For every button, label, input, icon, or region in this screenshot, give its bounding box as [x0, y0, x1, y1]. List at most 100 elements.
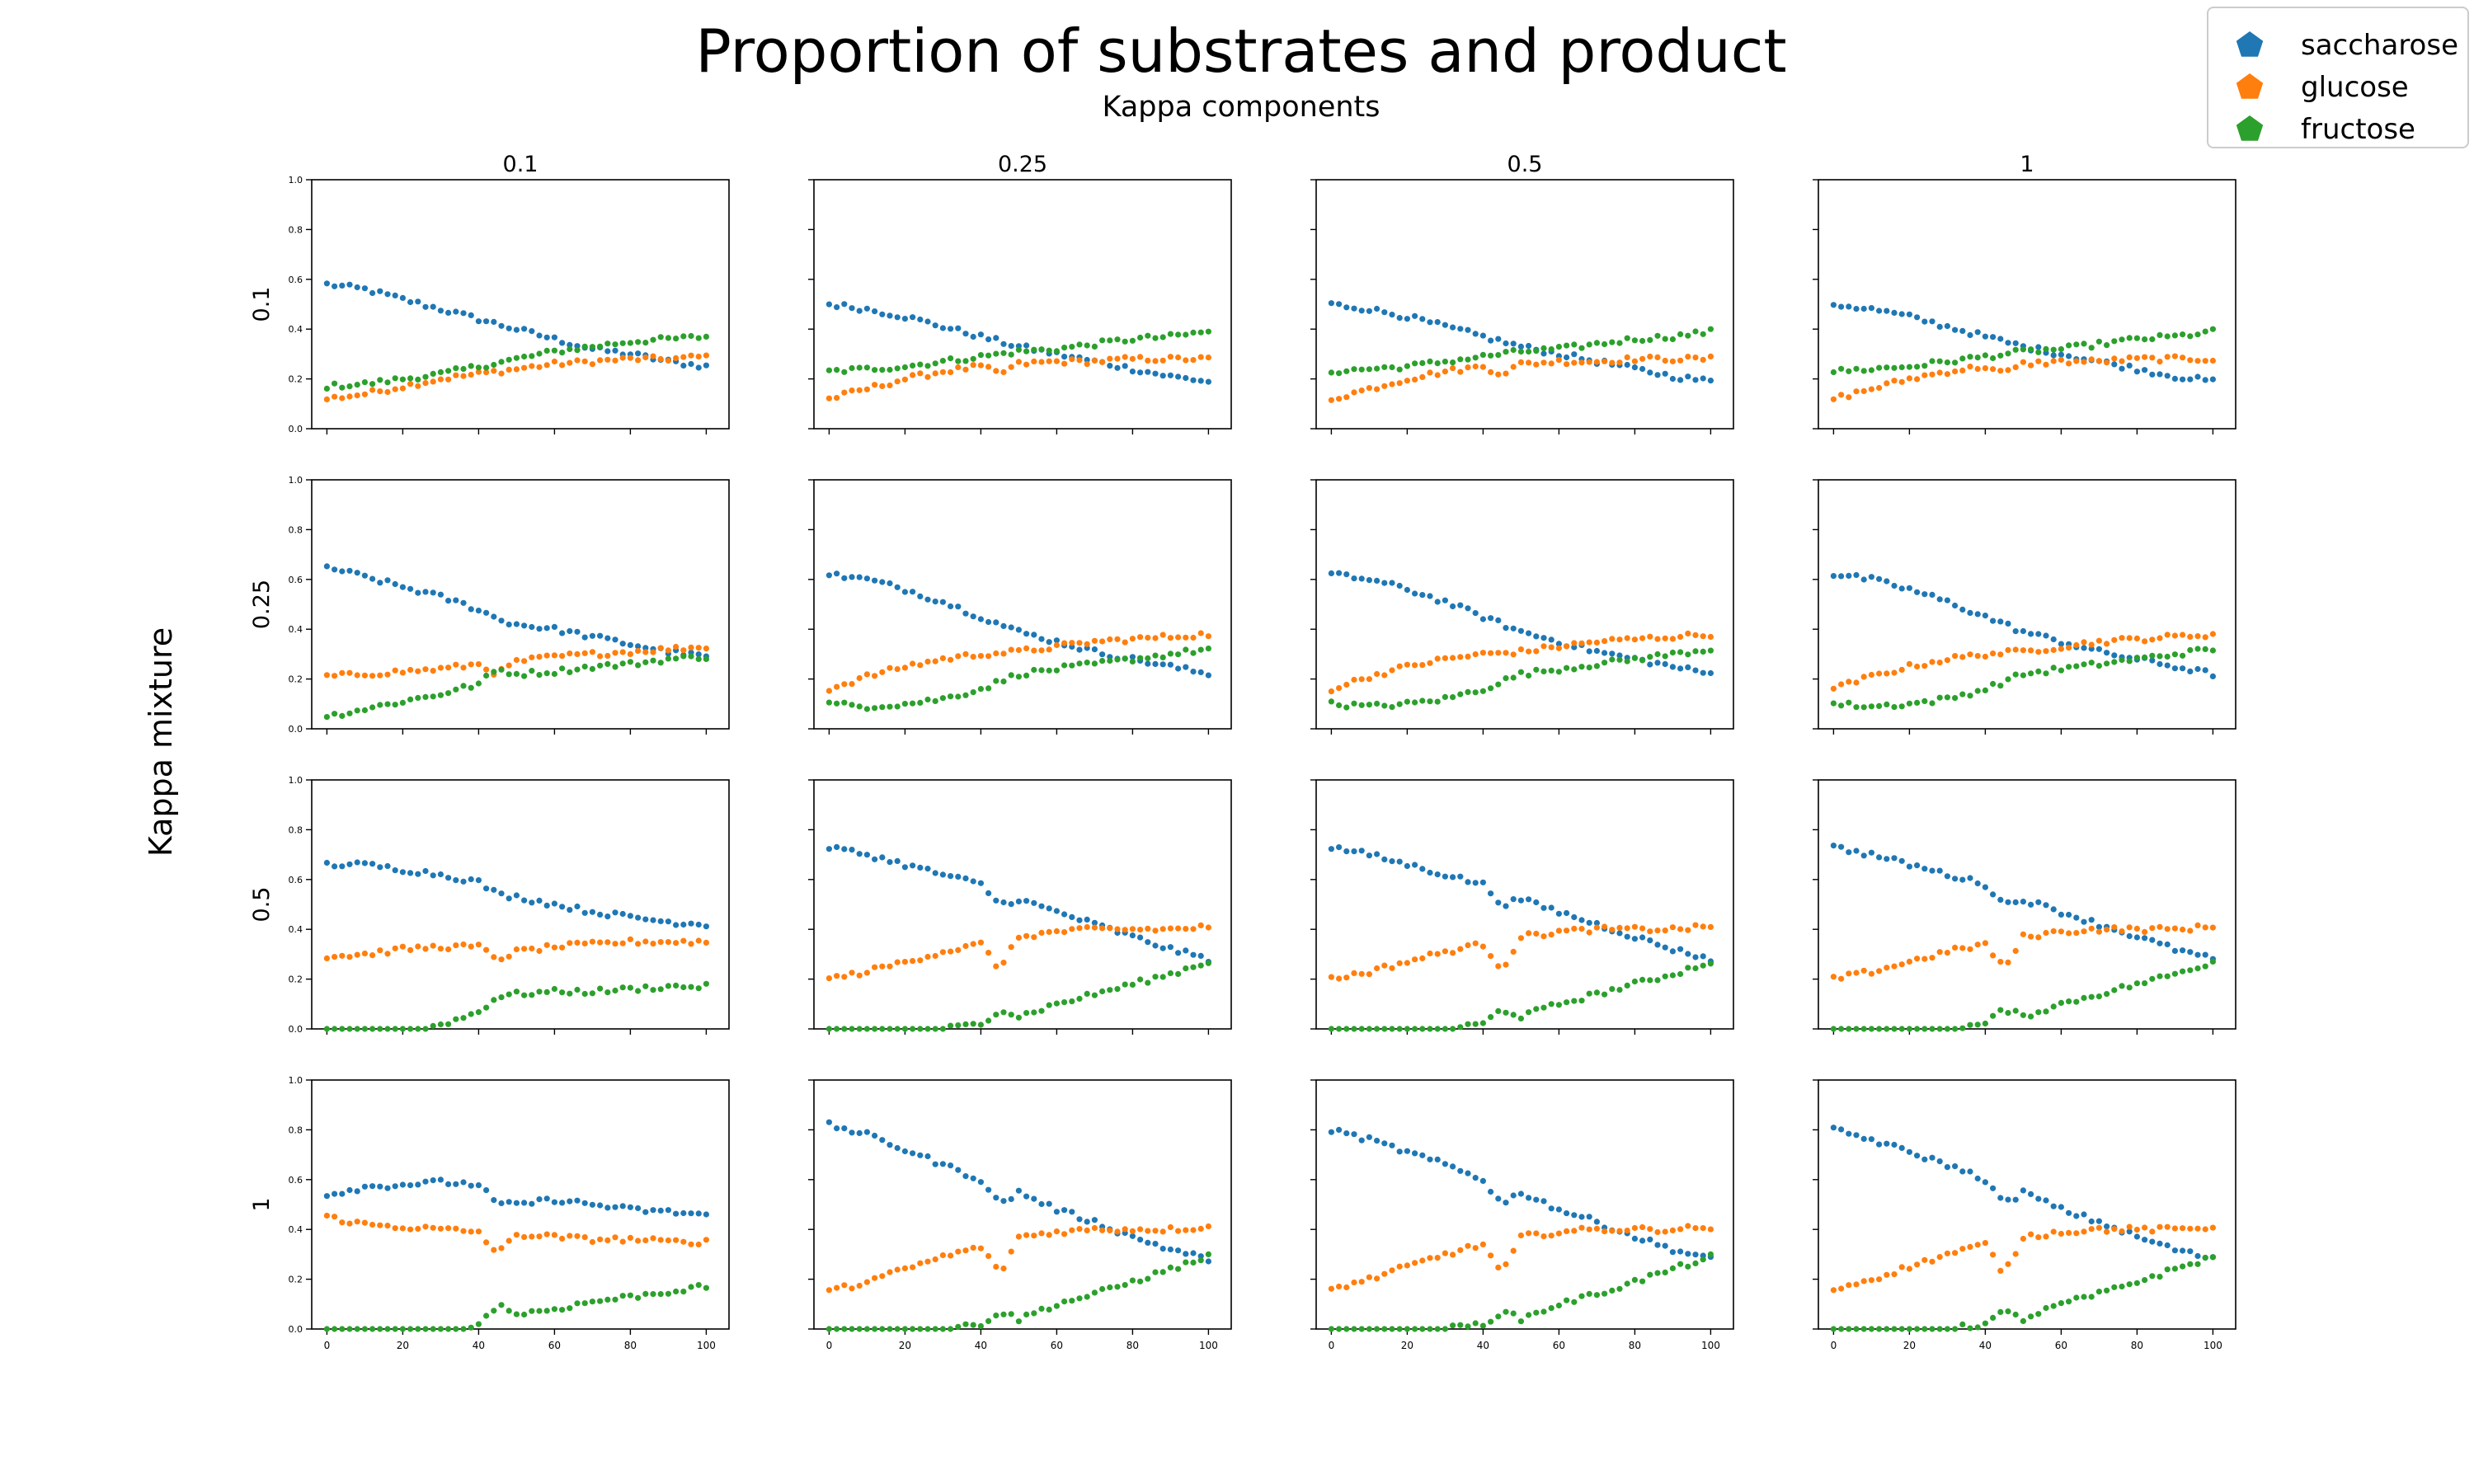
data-point-saccharose — [377, 288, 383, 294]
data-point-saccharose — [2157, 940, 2163, 946]
pentagon-marker-icon — [2236, 115, 2264, 141]
data-point-glucose — [1114, 926, 1121, 932]
data-point-glucose — [1624, 354, 1630, 360]
data-point-fructose — [2187, 1261, 2194, 1267]
data-point-fructose — [1654, 977, 1661, 984]
data-point-glucose — [491, 1247, 497, 1253]
data-point-fructose — [1190, 964, 1197, 970]
data-point-fructose — [1023, 1311, 1030, 1317]
data-point-glucose — [460, 665, 467, 671]
data-point-fructose — [841, 1026, 848, 1032]
data-point-fructose — [354, 1026, 360, 1032]
data-point-glucose — [2133, 355, 2140, 361]
data-point-glucose — [627, 936, 634, 942]
data-point-fructose — [415, 1026, 421, 1032]
data-point-fructose — [551, 1306, 558, 1313]
data-point-fructose — [887, 1326, 893, 1332]
y-tick-label: 0.8 — [289, 824, 303, 835]
data-point-glucose — [1982, 653, 1988, 660]
data-point-glucose — [1868, 970, 1874, 977]
data-point-glucose — [1669, 924, 1676, 931]
data-point-fructose — [673, 1288, 680, 1295]
data-point-saccharose — [834, 304, 840, 311]
data-point-glucose — [1099, 359, 1106, 365]
x-tick-label: 40 — [1979, 1340, 1992, 1351]
data-point-saccharose — [460, 310, 467, 317]
data-point-fructose — [521, 1311, 528, 1318]
data-point-fructose — [1707, 326, 1714, 332]
data-point-glucose — [1404, 960, 1410, 966]
data-point-glucose — [2202, 1226, 2208, 1233]
data-point-saccharose — [559, 630, 566, 636]
data-point-fructose — [2088, 993, 2095, 1000]
data-point-saccharose — [1936, 867, 1943, 874]
data-point-fructose — [1488, 685, 1494, 692]
data-point-glucose — [521, 364, 528, 371]
data-point-fructose — [1891, 704, 1898, 711]
data-point-fructose — [339, 1026, 346, 1032]
data-point-fructose — [1122, 981, 1128, 988]
data-point-glucose — [917, 662, 924, 669]
data-point-glucose — [834, 395, 840, 402]
data-point-fructose — [1129, 337, 1136, 344]
data-point-fructose — [407, 375, 414, 382]
data-point-saccharose — [1479, 332, 1486, 339]
data-point-fructose — [894, 1326, 901, 1332]
data-point-fructose — [1442, 1026, 1448, 1032]
data-point-fructose — [354, 382, 360, 388]
subplot-r0.1-c0.25: 0.25 — [808, 152, 1232, 434]
x-tick-label: 40 — [975, 1340, 987, 1351]
data-point-glucose — [2043, 929, 2049, 937]
data-point-saccharose — [703, 1211, 710, 1218]
data-point-glucose — [688, 1241, 694, 1247]
data-point-glucose — [1183, 926, 1189, 932]
data-point-saccharose — [635, 914, 642, 921]
data-point-fructose — [1838, 1326, 1845, 1332]
data-point-glucose — [1374, 386, 1380, 392]
data-point-glucose — [2209, 1224, 2216, 1231]
data-point-fructose — [703, 655, 710, 663]
data-point-fructose — [1936, 358, 1943, 364]
data-point-glucose — [856, 1282, 863, 1289]
data-point-fructose — [977, 1322, 984, 1330]
subplot-r1-c1: 0 20 40 60 80 100 — [1813, 1079, 2236, 1351]
data-point-fructose — [1488, 1014, 1494, 1021]
data-point-saccharose — [346, 1186, 353, 1194]
data-point-glucose — [1616, 924, 1623, 931]
data-point-fructose — [1654, 650, 1661, 658]
data-point-glucose — [1053, 358, 1060, 364]
data-point-fructose — [665, 335, 672, 341]
data-point-fructose — [2126, 658, 2133, 665]
data-point-glucose — [2111, 355, 2118, 362]
data-point-glucose — [2119, 928, 2125, 935]
data-point-glucose — [703, 939, 710, 946]
data-point-glucose — [1488, 650, 1494, 656]
data-point-saccharose — [1427, 1156, 1433, 1162]
data-point-glucose — [2164, 926, 2171, 932]
data-point-saccharose — [1876, 308, 1883, 314]
data-point-saccharose — [1967, 331, 1973, 339]
data-point-fructose — [2171, 651, 2178, 658]
data-point-glucose — [597, 357, 604, 364]
data-point-fructose — [1876, 1026, 1883, 1032]
data-point-fructose — [369, 381, 376, 387]
data-point-glucose — [1838, 975, 1845, 982]
data-point-fructose — [491, 361, 497, 369]
data-point-fructose — [1008, 351, 1014, 358]
data-point-glucose — [2035, 1234, 2042, 1241]
data-point-glucose — [384, 388, 391, 396]
data-point-fructose — [2133, 335, 2140, 341]
data-point-fructose — [1008, 672, 1014, 679]
data-point-saccharose — [2050, 352, 2057, 359]
data-point-saccharose — [1450, 1163, 1456, 1170]
data-point-saccharose — [1404, 316, 1410, 322]
data-point-saccharose — [1442, 322, 1448, 328]
data-point-fructose — [1564, 1297, 1570, 1303]
data-point-glucose — [1205, 355, 1211, 361]
data-point-saccharose — [468, 312, 474, 318]
data-point-glucose — [910, 958, 916, 965]
data-point-glucose — [529, 363, 535, 369]
series-glucose — [1328, 922, 1714, 982]
data-point-saccharose — [1548, 636, 1554, 643]
data-point-fructose — [1700, 331, 1706, 337]
